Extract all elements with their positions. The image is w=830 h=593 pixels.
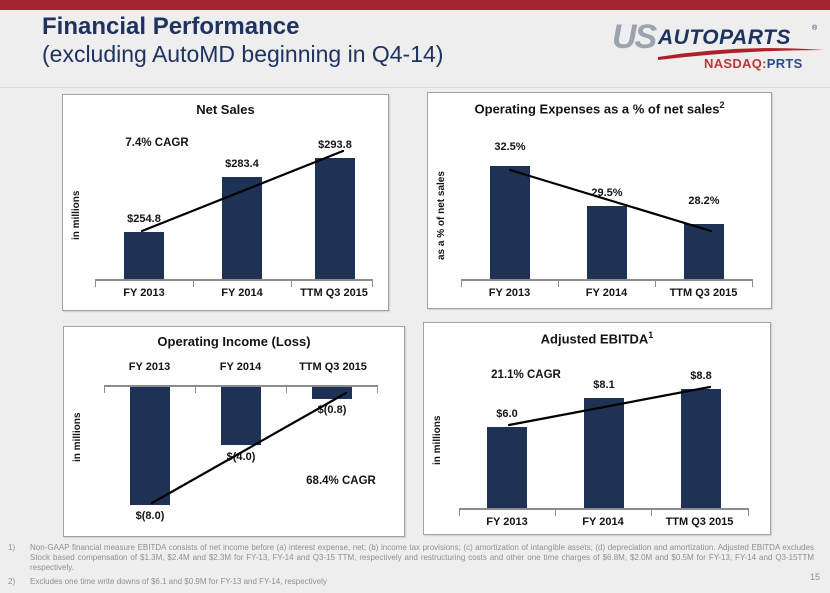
x-axis-label: TTM Q3 2015 xyxy=(300,287,368,299)
footnote-text: Non-GAAP financial measure EBITDA consis… xyxy=(30,543,814,572)
x-axis-label: FY 2013 xyxy=(486,516,528,528)
cagr-annotation: 68.4% CAGR xyxy=(306,475,376,487)
data-label: $(4.0) xyxy=(226,451,256,463)
axis-tick xyxy=(372,281,373,287)
axis-tick xyxy=(286,387,287,393)
slide-header: Financial Performance (excluding AutoMD … xyxy=(42,13,443,68)
logo-swoosh-icon xyxy=(658,48,824,60)
bar-ttm-q3-2015 xyxy=(315,158,355,279)
operating-expenses-chart: Operating Expenses as a % of net sales2 … xyxy=(427,92,772,309)
top-accent-bar xyxy=(0,0,830,10)
operating-income-chart: Operating Income (Loss) in millions FY 2… xyxy=(63,326,405,537)
data-label: $8.8 xyxy=(690,370,712,382)
x-axis xyxy=(95,279,373,281)
bar-fy2014 xyxy=(222,177,262,279)
logo-autoparts-text: AUTOPARTS xyxy=(658,26,791,49)
data-label: $254.8 xyxy=(127,213,161,225)
stock-ticker: NASDAQ:PRTS xyxy=(704,56,803,71)
axis-tick xyxy=(555,510,556,516)
x-axis-label: FY 2014 xyxy=(221,287,263,299)
x-axis-label: FY 2014 xyxy=(585,287,628,299)
data-label: $6.0 xyxy=(496,408,518,420)
bar-ttm-q3-2015 xyxy=(312,387,352,399)
y-axis-label: in millions xyxy=(72,412,83,462)
bar-ttm-q3-2015 xyxy=(684,224,724,279)
data-label: 32.5% xyxy=(494,141,526,153)
footnote-1: 1) Non-GAAP financial measure EBITDA con… xyxy=(8,543,814,573)
x-axis xyxy=(104,385,378,387)
chart-title: Operating Expenses as a % of net sales2 xyxy=(428,100,771,116)
axis-tick xyxy=(752,281,753,287)
footnote-reference: 2 xyxy=(719,100,725,110)
cagr-annotation: 21.1% CAGR xyxy=(491,369,561,381)
chart-title: Operating Income (Loss) xyxy=(64,334,404,349)
data-label: $8.1 xyxy=(593,379,615,391)
page-subtitle: (excluding AutoMD beginning in Q4-14) xyxy=(42,41,444,67)
axis-tick xyxy=(558,281,559,287)
axis-tick xyxy=(651,510,652,516)
bar-fy2013 xyxy=(124,232,164,279)
chart-title: Net Sales xyxy=(63,102,388,117)
data-label: $283.4 xyxy=(225,158,259,170)
axis-tick xyxy=(655,281,656,287)
x-axis xyxy=(461,279,753,281)
bar-fy2013 xyxy=(487,427,527,508)
x-axis-label: FY 2013 xyxy=(123,287,165,299)
ticker-exchange: NASDAQ: xyxy=(704,56,767,71)
x-axis-label: TTM Q3 2015 xyxy=(299,361,367,373)
data-label: $(8.0) xyxy=(135,510,165,522)
axis-tick xyxy=(95,281,96,287)
bar-ttm-q3-2015 xyxy=(681,389,721,508)
data-label: 28.2% xyxy=(688,195,720,207)
axis-tick xyxy=(461,281,462,287)
bar-fy2014 xyxy=(587,206,627,279)
axis-tick xyxy=(291,281,292,287)
x-axis-label: FY 2013 xyxy=(128,361,171,373)
footnote-reference: 1 xyxy=(648,330,654,340)
header-divider xyxy=(0,87,830,88)
net-sales-chart: Net Sales 7.4% CAGR in millions $254.8 $… xyxy=(62,94,389,311)
data-label: $(0.8) xyxy=(317,404,347,416)
axis-tick xyxy=(195,387,196,393)
chart-title-text: Operating Income (Loss) xyxy=(157,334,311,349)
page-number: 15 xyxy=(809,572,820,582)
bar-fy2013 xyxy=(130,387,170,505)
axis-tick xyxy=(193,281,194,287)
x-axis-label: TTM Q3 2015 xyxy=(669,287,738,299)
x-axis-label: FY 2013 xyxy=(488,287,531,299)
footnote-number: 1) xyxy=(8,543,16,552)
axis-tick xyxy=(377,387,378,393)
ticker-symbol: PRTS xyxy=(766,56,803,71)
footnote-2: 2) Excludes one time write downs of $6.1… xyxy=(8,577,814,587)
axis-tick xyxy=(104,387,105,393)
bar-fy2013 xyxy=(490,166,530,279)
adjusted-ebitda-chart: Adjusted EBITDA1 21.1% CAGR in millions … xyxy=(423,322,771,535)
registered-trademark-icon: ® xyxy=(812,25,818,32)
x-axis-label: TTM Q3 2015 xyxy=(665,516,734,528)
axis-tick xyxy=(748,510,749,516)
y-axis-label: in millions xyxy=(432,415,443,466)
chart-title-text: Adjusted EBITDA xyxy=(540,331,649,347)
axis-tick xyxy=(459,510,460,516)
data-label: 29.5% xyxy=(591,187,623,199)
bar-fy2014 xyxy=(221,387,261,445)
y-axis-label: in millions xyxy=(71,190,82,240)
chart-title: Adjusted EBITDA1 xyxy=(424,330,770,346)
chart-title-text: Operating Expenses as a % of net sales xyxy=(474,101,720,117)
x-axis xyxy=(459,508,749,510)
page-title: Financial Performance xyxy=(42,13,300,40)
footnotes: 1) Non-GAAP financial measure EBITDA con… xyxy=(8,543,814,587)
footnote-number: 2) xyxy=(8,577,16,586)
cagr-annotation: 7.4% CAGR xyxy=(125,137,189,149)
y-axis-label: as a % of net sales xyxy=(436,171,447,260)
x-axis-label: FY 2014 xyxy=(219,361,262,373)
x-axis-label: FY 2014 xyxy=(582,516,624,528)
footnote-text: Excludes one time write downs of $6.1 an… xyxy=(30,577,327,586)
data-label: $293.8 xyxy=(318,139,352,151)
chart-title-text: Net Sales xyxy=(196,102,255,117)
usautoparts-logo: US AUTOPARTS ® NASDAQ:PRTS xyxy=(612,20,824,72)
logo-us-text: US xyxy=(612,18,657,56)
bar-fy2014 xyxy=(584,398,624,508)
